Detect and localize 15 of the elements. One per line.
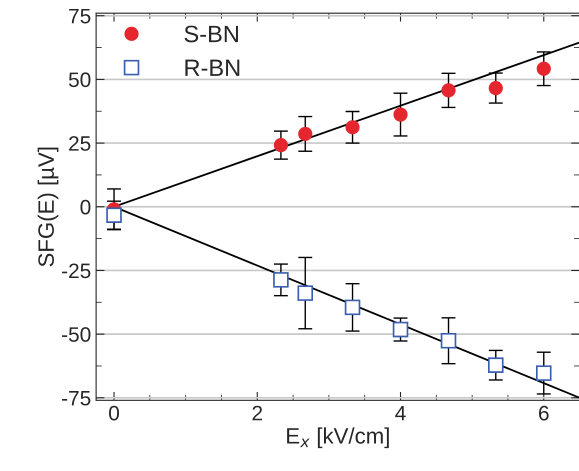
y-axis-title: SFG(E) [µV] [38, 148, 58, 266]
y-tick-label: -50 [62, 327, 90, 342]
y-tick-label: -75 [62, 391, 90, 406]
legend-label: R-BN [185, 60, 240, 76]
x-tick-label: 4 [395, 406, 406, 420]
x-tick-label: 2 [252, 406, 262, 420]
y-tick-label: 0 [80, 200, 90, 215]
legend-label: S-BN [184, 26, 238, 42]
x-axis-title: E$_{x}$ [kV/cm] [287, 427, 389, 448]
x-tick-label: 6 [539, 406, 549, 421]
y-tick-label: 75 [69, 8, 90, 24]
y-tick-label: -25 [62, 263, 90, 278]
y-tick-label: 50 [68, 72, 90, 88]
y-tick-label: 25 [69, 136, 90, 151]
x-tick-label: 0 [109, 406, 119, 421]
